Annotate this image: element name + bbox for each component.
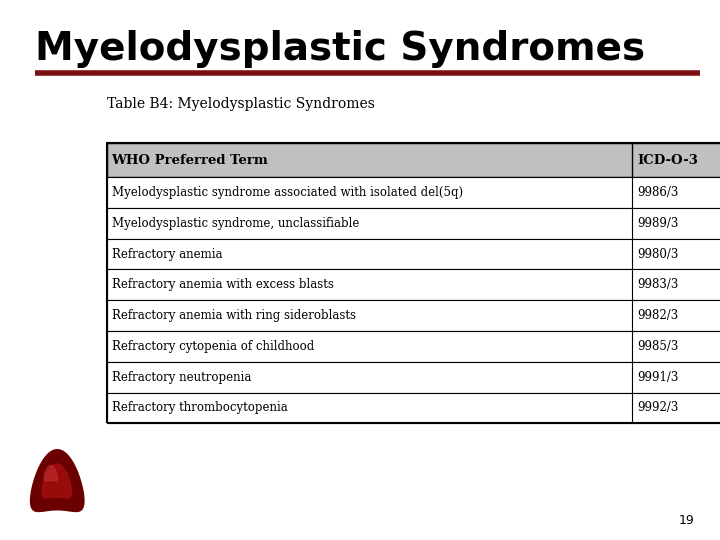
Text: Myelodysplastic syndrome, unclassifiable: Myelodysplastic syndrome, unclassifiable: [112, 217, 359, 230]
Text: ICD-O-3: ICD-O-3: [637, 153, 698, 167]
Text: Myelodysplastic syndrome associated with isolated del(5q): Myelodysplastic syndrome associated with…: [112, 186, 463, 199]
Text: 9980/3: 9980/3: [637, 247, 678, 261]
Text: Myelodysplastic Syndromes: Myelodysplastic Syndromes: [35, 30, 644, 68]
Polygon shape: [42, 464, 71, 498]
Text: 9989/3: 9989/3: [637, 217, 678, 230]
Text: Refractory cytopenia of childhood: Refractory cytopenia of childhood: [112, 340, 314, 353]
Text: Table B4: Myelodysplastic Syndromes: Table B4: Myelodysplastic Syndromes: [107, 97, 374, 111]
Polygon shape: [30, 450, 84, 511]
Text: 19: 19: [679, 514, 695, 526]
Text: Refractory anemia with excess blasts: Refractory anemia with excess blasts: [112, 278, 333, 292]
Text: 9982/3: 9982/3: [637, 309, 678, 322]
Text: 9992/3: 9992/3: [637, 401, 678, 415]
Text: 9986/3: 9986/3: [637, 186, 678, 199]
Text: Refractory anemia: Refractory anemia: [112, 247, 222, 261]
Text: Refractory thrombocytopenia: Refractory thrombocytopenia: [112, 401, 287, 415]
Text: 9983/3: 9983/3: [637, 278, 678, 292]
Polygon shape: [44, 465, 58, 481]
Text: Refractory neutropenia: Refractory neutropenia: [112, 370, 251, 384]
Text: Refractory anemia with ring sideroblasts: Refractory anemia with ring sideroblasts: [112, 309, 356, 322]
Text: 9985/3: 9985/3: [637, 340, 678, 353]
Text: WHO Preferred Term: WHO Preferred Term: [112, 153, 269, 167]
Text: 9991/3: 9991/3: [637, 370, 678, 384]
